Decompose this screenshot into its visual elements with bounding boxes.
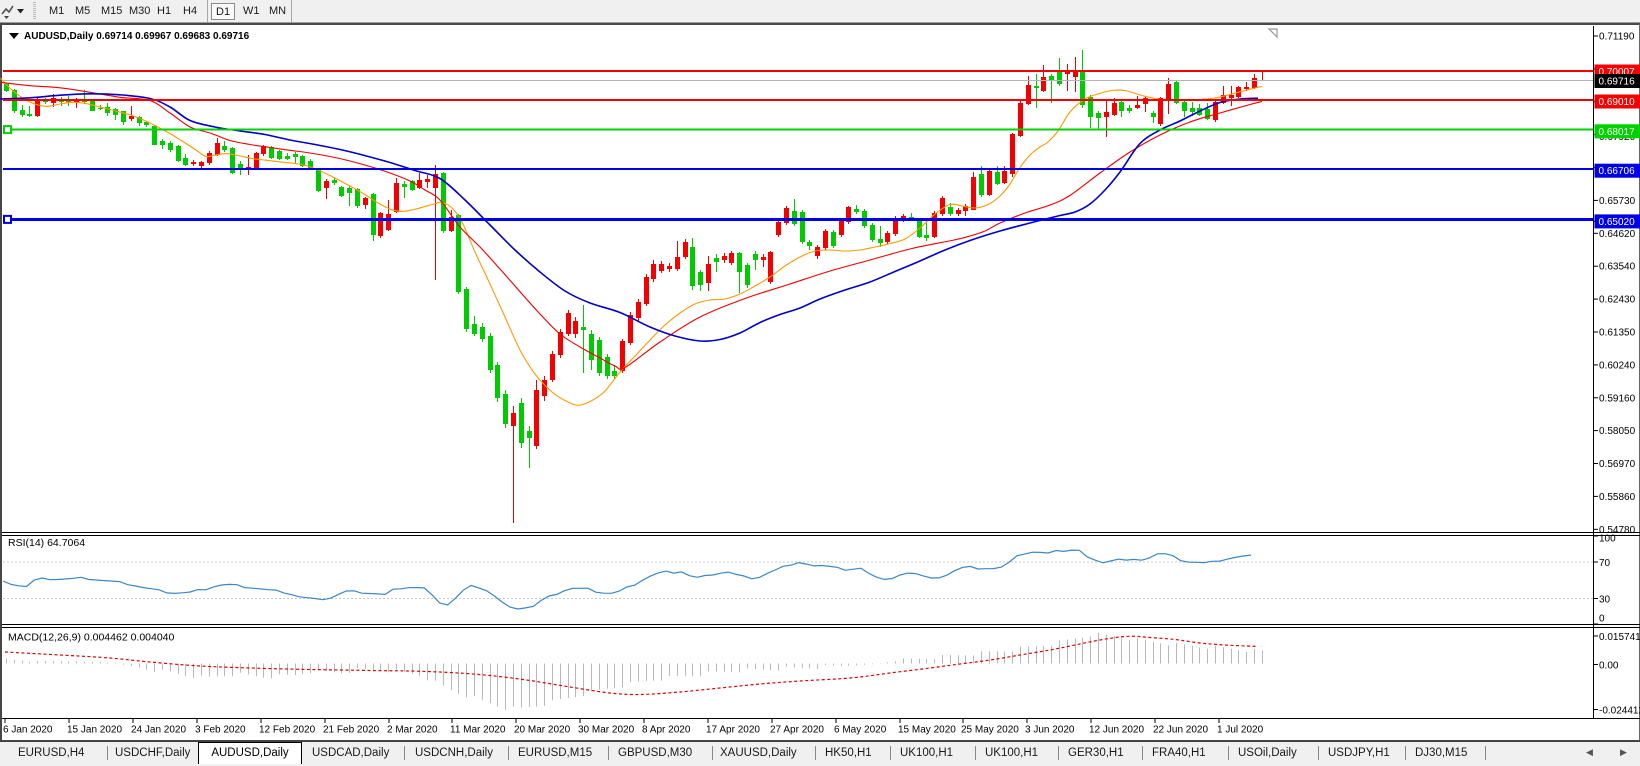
svg-text:-0.024412: -0.024412 <box>1599 706 1640 717</box>
svg-text:0.64620: 0.64620 <box>1599 229 1636 240</box>
svg-text:3 Jun 2020: 3 Jun 2020 <box>1025 725 1075 736</box>
svg-text:AUDUSD,Daily 0.69714 0.69967: AUDUSD,Daily 0.69714 0.69967 0.69683 0.6… <box>24 31 250 42</box>
svg-text:0.54780: 0.54780 <box>1599 525 1636 536</box>
svg-text:MACD(12,26,9) 0.004462 0.00404: MACD(12,26,9) 0.004462 0.004040 <box>8 632 175 644</box>
svg-text:0.66706: 0.66706 <box>1599 166 1636 177</box>
svg-text:15 May 2020: 15 May 2020 <box>898 725 956 736</box>
svg-text:6 May 2020: 6 May 2020 <box>834 725 887 736</box>
svg-text:0.68017: 0.68017 <box>1599 127 1636 138</box>
svg-text:0.63540: 0.63540 <box>1599 262 1636 273</box>
svg-text:2 Mar 2020: 2 Mar 2020 <box>387 725 438 736</box>
svg-text:0.69716: 0.69716 <box>1599 77 1636 88</box>
svg-text:3 Feb 2020: 3 Feb 2020 <box>195 725 246 736</box>
svg-text:0.56970: 0.56970 <box>1599 459 1636 470</box>
svg-text:0.00: 0.00 <box>1599 661 1619 672</box>
svg-text:27 Apr 2020: 27 Apr 2020 <box>770 725 824 736</box>
svg-text:20 Mar 2020: 20 Mar 2020 <box>514 725 571 736</box>
svg-text:0.61350: 0.61350 <box>1599 328 1636 339</box>
svg-text:0.70007: 0.70007 <box>1599 67 1636 78</box>
svg-text:70: 70 <box>1599 558 1611 569</box>
svg-text:17 Apr 2020: 17 Apr 2020 <box>706 725 760 736</box>
svg-text:6 Jan 2020: 6 Jan 2020 <box>3 725 53 736</box>
svg-text:0.62430: 0.62430 <box>1599 295 1636 306</box>
svg-text:0.58050: 0.58050 <box>1599 426 1636 437</box>
svg-text:0.60240: 0.60240 <box>1599 360 1636 371</box>
svg-text:12 Feb 2020: 12 Feb 2020 <box>259 725 316 736</box>
svg-text:0.71190: 0.71190 <box>1599 32 1635 43</box>
svg-text:25 May 2020: 25 May 2020 <box>961 725 1019 736</box>
svg-text:0.69010: 0.69010 <box>1599 97 1636 108</box>
svg-text:24 Jan 2020: 24 Jan 2020 <box>131 725 186 736</box>
svg-text:0.59160: 0.59160 <box>1599 393 1636 404</box>
svg-text:1 Jul 2020: 1 Jul 2020 <box>1217 725 1264 736</box>
svg-text:0.65020: 0.65020 <box>1599 217 1636 228</box>
svg-text:30 Mar 2020: 30 Mar 2020 <box>578 725 635 736</box>
svg-text:0.015741: 0.015741 <box>1599 632 1640 643</box>
svg-text:11 Mar 2020: 11 Mar 2020 <box>450 725 506 736</box>
svg-text:21 Feb 2020: 21 Feb 2020 <box>323 725 380 736</box>
svg-text:12 Jun 2020: 12 Jun 2020 <box>1089 725 1144 736</box>
svg-text:22 Jun 2020: 22 Jun 2020 <box>1153 725 1208 736</box>
svg-text:8 Apr 2020: 8 Apr 2020 <box>642 725 691 736</box>
svg-text:0.55860: 0.55860 <box>1599 492 1636 503</box>
svg-text:RSI(14) 64.7064: RSI(14) 64.7064 <box>8 537 85 549</box>
svg-text:30: 30 <box>1599 595 1611 606</box>
svg-text:15 Jan 2020: 15 Jan 2020 <box>67 725 122 736</box>
svg-text:0.65730: 0.65730 <box>1599 196 1636 207</box>
svg-text:0: 0 <box>1599 614 1605 625</box>
svg-text:100: 100 <box>1599 534 1616 545</box>
